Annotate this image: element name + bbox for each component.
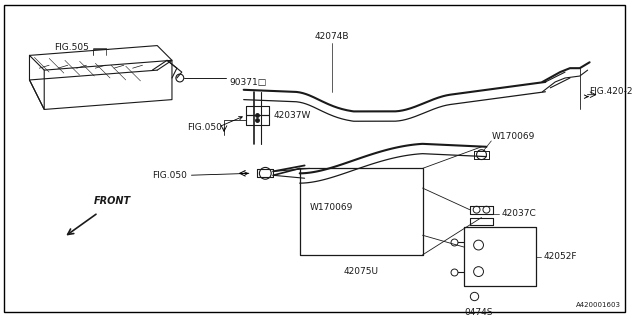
Text: FIG.420-2: FIG.420-2 — [589, 87, 633, 96]
Circle shape — [483, 206, 490, 213]
Text: A420001603: A420001603 — [576, 302, 621, 308]
Circle shape — [474, 240, 483, 250]
Circle shape — [259, 167, 271, 179]
Text: 42037W: 42037W — [273, 111, 310, 120]
Text: W170069: W170069 — [492, 132, 534, 141]
Text: FIG.050: FIG.050 — [187, 123, 221, 132]
Text: 42074B: 42074B — [315, 32, 349, 41]
Text: FIG.505: FIG.505 — [54, 43, 89, 52]
Circle shape — [176, 74, 184, 82]
Text: 42037C: 42037C — [501, 209, 536, 218]
Text: 90371□: 90371□ — [229, 78, 266, 87]
Text: 42075U: 42075U — [343, 267, 378, 276]
Text: FIG.050: FIG.050 — [152, 171, 187, 180]
Circle shape — [473, 206, 480, 213]
Text: 0474S: 0474S — [464, 308, 493, 317]
Text: 42052F: 42052F — [543, 252, 577, 261]
Circle shape — [474, 267, 483, 276]
Text: W170069: W170069 — [310, 203, 353, 212]
Text: FRONT: FRONT — [93, 196, 131, 206]
Circle shape — [477, 150, 486, 160]
